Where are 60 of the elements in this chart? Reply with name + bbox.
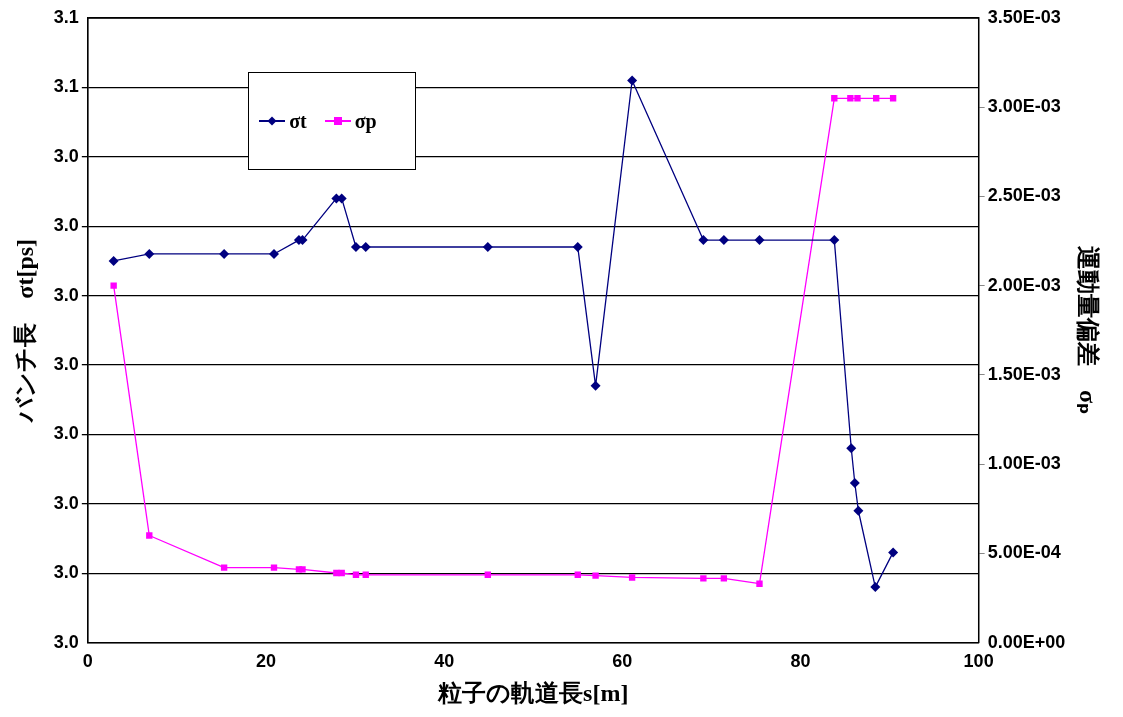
point	[350, 242, 361, 253]
point	[853, 505, 864, 516]
y-tick-label: 3.0	[53, 492, 79, 513]
point	[220, 564, 228, 571]
x-tick-label: 60	[612, 651, 633, 672]
y-tick-label: 3.0	[53, 562, 79, 583]
legend-label: σt	[289, 109, 307, 133]
point	[299, 566, 306, 573]
legend-label: σp	[354, 109, 377, 133]
point	[754, 235, 765, 246]
point	[627, 75, 638, 86]
point	[592, 572, 599, 579]
y2-tick-label: 0.00E+00	[987, 631, 1066, 652]
point	[888, 547, 899, 558]
point	[110, 282, 117, 289]
y-tick-label: 3.0	[53, 215, 79, 236]
y2-axis-title: 運動量偏差 σₚ	[1075, 246, 1102, 415]
y-tick-label: 3.0	[53, 284, 79, 305]
point	[360, 242, 371, 253]
x-tick-label: 0	[82, 651, 93, 672]
point	[700, 575, 707, 582]
y2-tick-label: 2.50E-03	[987, 185, 1061, 206]
point	[146, 532, 153, 539]
y-tick-label: 3.0	[53, 145, 79, 166]
x-tick-label: 40	[434, 651, 455, 672]
point	[219, 248, 230, 259]
point	[572, 242, 583, 253]
y-tick-label: 3.0	[53, 631, 79, 652]
point	[590, 380, 601, 391]
point	[847, 95, 854, 102]
y-tick-label: 3.1	[53, 6, 79, 27]
y2-tick-label: 3.00E-03	[987, 96, 1061, 117]
y2-tick-label: 1.00E-03	[987, 453, 1061, 474]
y-axis-title: バンチ長 σt[ps]	[11, 238, 38, 424]
y-tick-label: 3.1	[53, 76, 79, 97]
point	[849, 477, 860, 488]
x-tick-label: 100	[963, 651, 994, 672]
point	[269, 248, 279, 259]
point	[718, 235, 729, 246]
point	[854, 95, 861, 102]
point	[270, 564, 278, 571]
y-tick-label: 3.0	[53, 353, 79, 374]
y2-tick-label: 3.50E-03	[987, 6, 1061, 27]
y2-tick-label: 1.50E-03	[987, 363, 1061, 384]
point	[829, 235, 840, 246]
point	[870, 582, 881, 593]
x-tick-label: 20	[255, 651, 276, 672]
point	[698, 235, 709, 246]
point	[720, 575, 728, 582]
point	[756, 580, 763, 587]
point	[846, 443, 857, 454]
point	[482, 242, 493, 253]
point	[108, 255, 119, 266]
x-axis-title: 粒子の軌道長s[m]	[437, 679, 629, 706]
y2-tick-label: 5.00E-04	[987, 542, 1061, 563]
y2-tick-label: 2.00E-03	[987, 274, 1061, 295]
point	[144, 248, 155, 259]
point	[628, 574, 636, 581]
x-tick-label: 80	[790, 651, 811, 672]
y-tick-label: 3.0	[53, 423, 79, 444]
